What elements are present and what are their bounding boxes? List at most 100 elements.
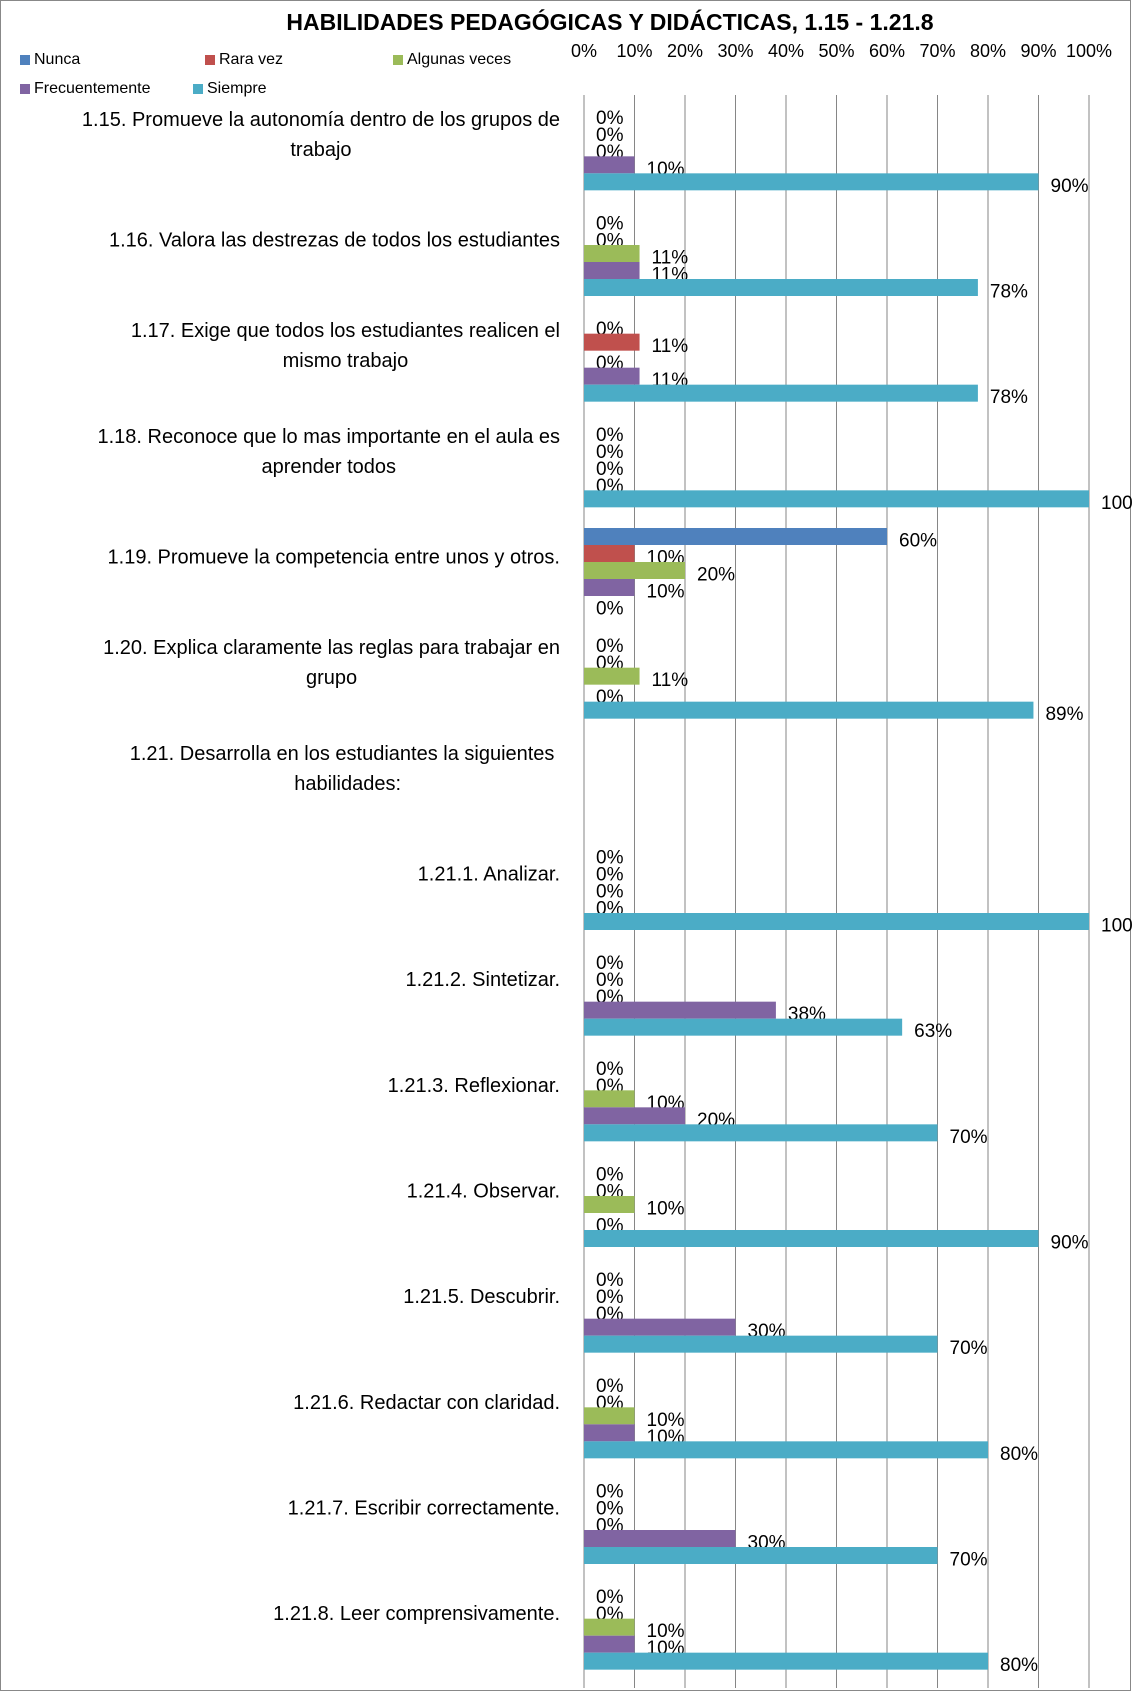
bar bbox=[584, 156, 635, 174]
value-label: 80% bbox=[1000, 1444, 1038, 1465]
category-label: 1.21.2. Sintetizar. bbox=[405, 969, 560, 991]
value-label: 10% bbox=[647, 1410, 685, 1431]
category-line: 1.21.3. Reflexionar. bbox=[388, 1075, 560, 1097]
category-line: 1.15. Promueve la autonomía dentro de lo… bbox=[82, 109, 560, 131]
value-label: 0% bbox=[596, 1165, 624, 1186]
value-label: 89% bbox=[1045, 704, 1083, 725]
category-line: trabajo bbox=[290, 139, 351, 161]
bar bbox=[584, 384, 978, 402]
value-label: 0% bbox=[596, 599, 624, 620]
category-line: 1.21.8. Leer comprensivamente. bbox=[273, 1603, 560, 1625]
value-label: 0% bbox=[596, 1059, 624, 1080]
x-tick-label: 80% bbox=[970, 41, 1006, 61]
value-label: 0% bbox=[596, 214, 624, 235]
category-line: 1.21.5. Descubrir. bbox=[403, 1286, 560, 1308]
bar bbox=[584, 1001, 776, 1019]
value-label: 0% bbox=[596, 882, 624, 903]
value-label: 78% bbox=[990, 387, 1028, 408]
chart-title: HABILIDADES PEDAGÓGICAS Y DIDÁCTICAS, 1.… bbox=[286, 8, 933, 35]
bar bbox=[584, 1196, 635, 1213]
value-label: 0% bbox=[596, 848, 624, 869]
bar bbox=[584, 262, 640, 279]
value-label: 11% bbox=[652, 336, 689, 357]
value-label: 100% bbox=[1101, 493, 1132, 514]
value-label: 0% bbox=[596, 1270, 624, 1291]
x-tick-label: 0% bbox=[571, 41, 597, 61]
bar bbox=[584, 545, 635, 562]
legend-label: Rara vez bbox=[219, 51, 283, 68]
bar bbox=[584, 1618, 635, 1636]
value-label: 90% bbox=[1051, 1233, 1089, 1254]
category-label: 1.21.1. Analizar. bbox=[418, 864, 560, 886]
bar bbox=[584, 1530, 736, 1547]
category-label: 1.20. Explica claramente las reglas para… bbox=[103, 637, 560, 689]
value-label: 0% bbox=[596, 1482, 624, 1503]
value-label: 11% bbox=[652, 248, 689, 269]
bar bbox=[584, 667, 640, 685]
category-line: 1.21.1. Analizar. bbox=[418, 864, 560, 886]
value-label: 63% bbox=[914, 1021, 952, 1042]
bar bbox=[584, 1547, 938, 1564]
category-label: 1.19. Promueve la competencia entre unos… bbox=[108, 547, 560, 569]
legend-label: Frecuentemente bbox=[34, 80, 151, 97]
category-label: 1.15. Promueve la autonomía dentro de lo… bbox=[82, 109, 560, 161]
bar bbox=[584, 1124, 938, 1142]
bar bbox=[584, 1107, 685, 1125]
x-tick-label: 90% bbox=[1020, 41, 1056, 61]
x-tick-label: 70% bbox=[919, 41, 955, 61]
category-line: aprender todos bbox=[261, 456, 396, 478]
value-label: 0% bbox=[596, 1499, 624, 1520]
x-tick-label: 100% bbox=[1066, 41, 1112, 61]
bar bbox=[584, 1018, 903, 1036]
bar bbox=[584, 1441, 988, 1459]
value-label: 80% bbox=[1000, 1655, 1038, 1676]
category-line: 1.16. Valora las destrezas de todos los … bbox=[109, 230, 560, 252]
category-label: 1.21.3. Reflexionar. bbox=[388, 1075, 560, 1097]
legend-label: Siempre bbox=[207, 80, 267, 97]
bar bbox=[584, 367, 640, 385]
value-label: 0% bbox=[596, 442, 624, 463]
value-label: 20% bbox=[697, 565, 735, 586]
category-line: 1.21.4. Observar. bbox=[407, 1181, 560, 1203]
category-line: 1.20. Explica claramente las reglas para… bbox=[103, 637, 560, 659]
category-line: 1.18. Reconoce que lo mas importante en … bbox=[97, 426, 560, 448]
legend-swatch bbox=[205, 55, 215, 65]
category-label: 1.21.7. Escribir correctamente. bbox=[288, 1498, 560, 1520]
category-line: 1.19. Promueve la competencia entre unos… bbox=[108, 547, 560, 569]
legend-swatch bbox=[393, 55, 403, 65]
value-label: 10% bbox=[647, 1621, 685, 1642]
x-tick-label: 60% bbox=[869, 41, 905, 61]
category-line: mismo trabajo bbox=[283, 350, 409, 372]
bar bbox=[584, 528, 887, 545]
value-label: 0% bbox=[596, 459, 624, 480]
value-label: 100% bbox=[1101, 916, 1132, 937]
category-label: 1.21.6. Redactar con claridad. bbox=[293, 1392, 560, 1414]
legend-label: Nunca bbox=[34, 51, 80, 68]
value-label: 10% bbox=[647, 582, 685, 603]
bar bbox=[584, 1230, 1039, 1247]
value-label: 0% bbox=[596, 425, 624, 446]
bar bbox=[584, 579, 635, 596]
value-label: 0% bbox=[596, 865, 624, 886]
category-line: grupo bbox=[306, 667, 357, 689]
category-line: habilidades: bbox=[294, 773, 401, 795]
bar bbox=[584, 1090, 635, 1108]
legend-swatch bbox=[20, 84, 30, 94]
x-tick-label: 10% bbox=[616, 41, 652, 61]
category-label: 1.21. Desarrolla en los estudiantes la s… bbox=[130, 743, 560, 795]
value-label: 0% bbox=[596, 636, 624, 657]
value-label: 0% bbox=[596, 1587, 624, 1608]
x-tick-label: 20% bbox=[667, 41, 703, 61]
bar bbox=[584, 1652, 988, 1670]
category-line: 1.21.7. Escribir correctamente. bbox=[288, 1498, 560, 1520]
category-label: 1.21.4. Observar. bbox=[407, 1181, 560, 1203]
x-tick-label: 40% bbox=[768, 41, 804, 61]
value-label: 90% bbox=[1051, 176, 1089, 197]
bar bbox=[584, 1335, 938, 1353]
value-label: 0% bbox=[596, 970, 624, 991]
value-label: 10% bbox=[647, 1199, 685, 1220]
value-label: 0% bbox=[596, 953, 624, 974]
x-tick-label: 30% bbox=[717, 41, 753, 61]
